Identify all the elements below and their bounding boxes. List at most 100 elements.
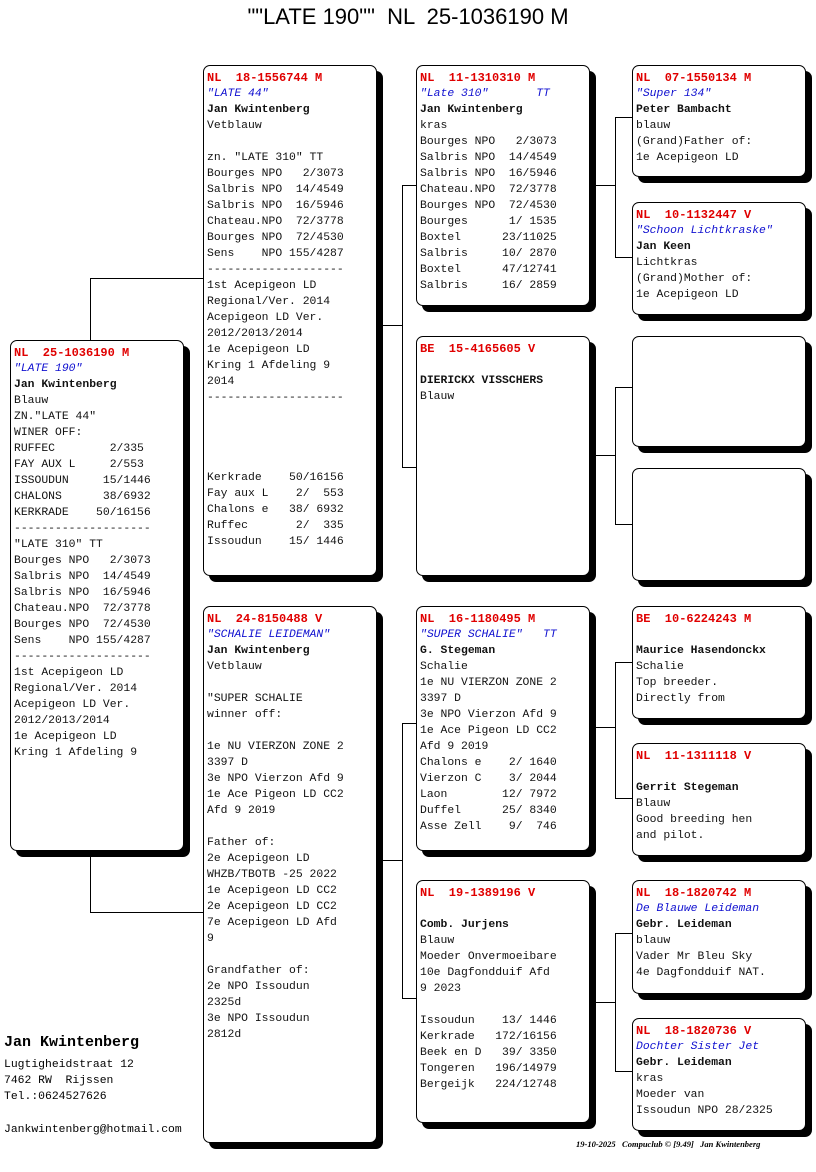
info-line: 1st Acepigeon LD <box>207 280 317 292</box>
connector <box>402 723 416 724</box>
info-line: Bergeijk 224/12748 <box>420 1079 557 1091</box>
info-line: 2012/2013/2014 <box>207 328 303 340</box>
pedigree-box-sdd[interactable] <box>632 468 806 581</box>
connector <box>90 856 91 912</box>
info-line: 2e Acepigeon LD <box>207 853 310 865</box>
pedigree-box-dam-dam[interactable]: NL 19-1389196 V Comb. Jurjens Blauw Moeder … <box>416 880 590 1123</box>
pedigree-box-sire-sire[interactable]: NL 11-1310310 M "Late 310" TT Jan Kwintenb… <box>416 65 590 306</box>
ring-number: BE 10-6224243 M <box>636 612 752 626</box>
info-line: Lichtkras <box>636 257 698 269</box>
connector <box>402 185 403 467</box>
ring-number: NL 07-1550134 M <box>636 71 752 85</box>
ring-number: NL 18-1556744 M <box>207 71 323 85</box>
info-line: Afd 9 2019 <box>420 741 489 753</box>
info-line: Vetblauw <box>207 661 262 673</box>
owner-name: Jan Keen <box>636 241 691 253</box>
info-line: Laon 12/ 7972 <box>420 789 557 801</box>
pigeon-name <box>420 901 589 917</box>
info-line: 2012/2013/2014 <box>14 715 110 727</box>
info-line: Asse Zell 9/ 746 <box>420 821 557 833</box>
info-line: Grandfather of: <box>207 965 310 977</box>
pedigree-box-ssd[interactable]: NL 10-1132447 V "Schoon Lichtkraske" Jan K… <box>632 202 806 315</box>
info-line: 1e Acepigeon LD <box>636 152 739 164</box>
info-line: Moeder Onvermoeibare <box>420 951 557 963</box>
info-line: Ruffec 2/ 335 <box>207 520 344 532</box>
info-line: Blauw <box>14 395 49 407</box>
connector <box>615 798 632 799</box>
connector <box>615 662 616 798</box>
connector <box>595 1002 615 1003</box>
info-line: Sens NPO 155/4287 <box>14 635 151 647</box>
pigeon-name <box>420 357 589 373</box>
pedigree-box-subject[interactable]: NL 25-1036190 M "LATE 190" Jan Kwintenberg… <box>10 340 184 851</box>
info-line: 2812d <box>207 1029 242 1041</box>
pedigree-box-sds[interactable] <box>632 336 806 447</box>
info-line: FAY AUX L 2/553 <box>14 459 144 471</box>
pigeon-name <box>636 764 805 780</box>
connector <box>402 185 416 186</box>
pedigree-box-dam[interactable]: NL 24-8150488 V "SCHALIE LEIDEMAN" Jan Kwi… <box>203 606 377 1143</box>
connector <box>615 387 616 524</box>
pedigree-box-dds[interactable]: NL 18-1820742 M De Blauwe Leideman Gebr. L… <box>632 880 806 994</box>
info-line: 2014 <box>207 376 235 388</box>
pedigree-box-dam-sire[interactable]: NL 16-1180495 M "SUPER SCHALIE" TT G. Steg… <box>416 606 590 851</box>
info-line: "SUPER SCHALIE <box>207 693 303 705</box>
connector <box>615 117 616 257</box>
pigeon-name: "SUPER SCHALIE" TT <box>420 629 557 641</box>
info-line: 3397 D <box>207 757 249 769</box>
info-line: Directly from <box>636 693 725 705</box>
info-line: Salbris NPO 14/4549 <box>14 571 151 583</box>
pigeon-name: "Late 310" TT <box>420 88 550 100</box>
info-line: Chateau.NPO 72/3778 <box>14 603 151 615</box>
info-line: Boxtel 23/11025 <box>420 232 557 244</box>
info-line: kras <box>420 120 448 132</box>
breeder-phone: Tel.:0624527626 <box>4 1091 107 1103</box>
info-line: and pilot. <box>636 830 705 842</box>
owner-name: Gebr. Leideman <box>636 1057 732 1069</box>
info-line: (Grand)Father of: <box>636 136 753 148</box>
pedigree-box-sire[interactable]: NL 18-1556744 M "LATE 44" Jan Kwintenberg V… <box>203 65 377 576</box>
info-line: zn. "LATE 310" TT <box>207 152 324 164</box>
info-line: 1e Ace Pigeon LD CC2 <box>420 725 557 737</box>
info-line: 1st Acepigeon LD <box>14 667 124 679</box>
info-line: 3e NPO Vierzon Afd 9 <box>420 709 557 721</box>
pedigree-box-dss[interactable]: BE 10-6224243 M Maurice Hasendonckx Schali… <box>632 606 806 719</box>
info-line: Kring 1 Afdeling 9 <box>207 360 331 372</box>
info-line: Bourges NPO 2/3073 <box>207 168 344 180</box>
ring-number: NL 11-1310310 M <box>420 71 536 85</box>
pigeon-name: "SCHALIE LEIDEMAN" <box>207 629 331 641</box>
info-line: CHALONS 38/6932 <box>14 491 151 503</box>
info-line: ISSOUDUN 15/1446 <box>14 475 151 487</box>
info-line: "LATE 310" TT <box>14 539 103 551</box>
breeder-email[interactable]: Jankwintenberg@hotmail.com <box>4 1124 182 1136</box>
pedigree-box-dsd[interactable]: NL 11-1311118 V Gerrit Stegeman Blauw Good … <box>632 743 806 856</box>
pedigree-box-ddd[interactable]: NL 18-1820736 V Dochter Sister Jet Gebr. L… <box>632 1018 806 1131</box>
pedigree-box-sire-dam[interactable]: BE 15-4165605 V DIERICKX VISSCHERS Blauw <box>416 336 590 576</box>
connector <box>595 727 615 728</box>
info-line: Salbris 16/ 2859 <box>420 280 557 292</box>
connector <box>615 387 632 388</box>
info-line: WHZB/TBOTB -25 2022 <box>207 869 337 881</box>
info-line: Regional/Ver. 2014 <box>207 296 331 308</box>
info-line: Vader Mr Bleu Sky <box>636 951 753 963</box>
ring-number: NL 16-1180495 M <box>420 612 536 626</box>
info-line: Afd 9 2019 <box>207 805 276 817</box>
info-line: Fay aux L 2/ 553 <box>207 488 344 500</box>
pedigree-box-sss[interactable]: NL 07-1550134 M "Super 134" Peter Bambacht… <box>632 65 806 177</box>
info-line: 1e Acepigeon LD CC2 <box>207 885 337 897</box>
owner-name: Comb. Jurjens <box>420 919 509 931</box>
connector <box>595 185 615 186</box>
info-line: -------------------- <box>207 392 344 404</box>
connector <box>402 998 416 999</box>
info-line: Acepigeon LD Ver. <box>207 312 324 324</box>
info-line: -------------------- <box>207 264 344 276</box>
info-line: 9 <box>207 933 214 945</box>
info-line: 1e NU VIERZON ZONE 2 <box>207 741 344 753</box>
info-line: 1e Acepigeon LD <box>636 289 739 301</box>
pigeon-name: De Blauwe Leideman <box>636 903 760 915</box>
page-title: ""LATE 190"" NL 25-1036190 M <box>247 4 569 29</box>
connector <box>402 723 403 998</box>
info-line: Beek en D 39/ 3350 <box>420 1047 557 1059</box>
info-line: Top breeder. <box>636 677 719 689</box>
info-line: 3e NPO Vierzon Afd 9 <box>207 773 344 785</box>
